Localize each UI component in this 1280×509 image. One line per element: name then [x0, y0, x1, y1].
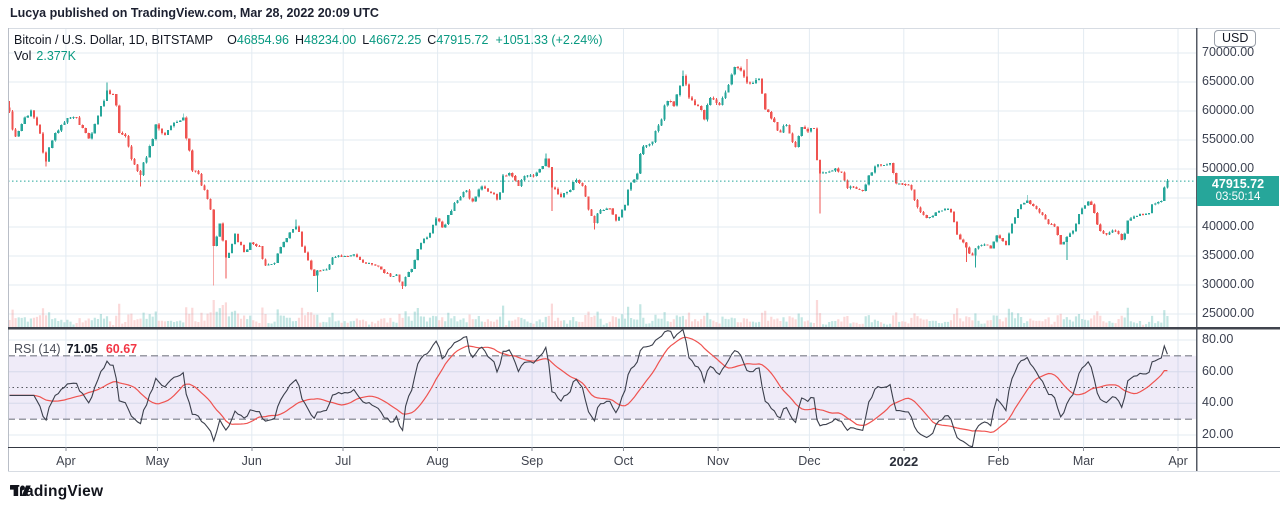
volume-series: [8, 300, 1169, 327]
candlestick-series: [8, 58, 1169, 292]
price-tick-label: 25000.00: [1202, 306, 1255, 320]
time-tick-label: Dec: [798, 454, 821, 468]
time-tick-label: Jul: [335, 454, 352, 468]
rsi-legend[interactable]: RSI (14) 71.05 60.67: [14, 342, 137, 356]
rsi-tick-label: 60.00: [1202, 363, 1234, 378]
tradingview-logo[interactable]: TradingView: [10, 483, 103, 501]
rsi-level-lines: [8, 355, 1196, 420]
tradingview-logo-text: TradingView: [10, 483, 104, 500]
rsi-tick-label: 40.00: [1202, 395, 1234, 410]
rsi-line: [9, 328, 1168, 448]
tradingview-logo-mark-icon: [10, 485, 31, 497]
rsi-value: 71.05: [66, 342, 98, 356]
time-tick-label: 2022: [889, 454, 919, 469]
time-axis[interactable]: Apr May Jun Jul Aug Sep Oct Nov Dec 2022 Feb Mar Apr: [8, 447, 1196, 472]
rsi-params: (14): [38, 342, 61, 356]
time-tick-label: Oct: [613, 454, 634, 468]
price-tick-label: 55000.00: [1202, 132, 1255, 146]
symbol-title: Bitcoin / U.S. Dollar, 1D, BITSTAMP: [14, 33, 214, 47]
time-tick-label: Jun: [241, 454, 262, 468]
time-tick-label: Sep: [520, 454, 544, 468]
volume-value: 2.377K: [36, 49, 77, 63]
ohlc-close-label: C: [427, 33, 437, 47]
time-tick-label: Apr: [1168, 454, 1188, 468]
price-tick-label: 30000.00: [1202, 277, 1255, 291]
price-tick-label: 60000.00: [1202, 103, 1255, 117]
rsi-tick-label: 20.00: [1202, 427, 1234, 441]
volume-legend[interactable]: Vol 2.377K: [14, 49, 76, 63]
price-tick-label: 50000.00: [1202, 161, 1255, 175]
rsi-series: [9, 328, 1168, 448]
ohlc-open-value: 46854.96: [236, 33, 290, 47]
ohlc-low-label: L: [362, 33, 370, 47]
rsi-tick-label: 80.00: [1202, 332, 1234, 346]
ohlc-high-label: H: [295, 33, 305, 47]
currency-button[interactable]: USD: [1214, 30, 1257, 47]
badge-countdown: 03:50:14: [1215, 191, 1261, 204]
symbol-legend[interactable]: Bitcoin / U.S. Dollar, 1D, BITSTAMP O4685…: [14, 33, 602, 47]
time-tick-label: Aug: [426, 454, 449, 468]
rsi-ma-line: [9, 336, 1168, 434]
price-tick-label: 40000.00: [1202, 219, 1255, 233]
rsi-title: RSI: [14, 342, 35, 356]
ohlc-open-label: O: [227, 33, 237, 47]
frame-lines: [8, 28, 1280, 472]
price-change: +1051.33 (+2.24%): [495, 33, 603, 47]
volume-label: Vol: [14, 49, 32, 63]
time-tick-label: Apr: [56, 454, 76, 468]
ohlc-low-value: 46672.25: [369, 33, 422, 47]
price-tick-label: 65000.00: [1202, 74, 1255, 88]
time-tick-label: Nov: [706, 454, 730, 468]
time-tick-label: Mar: [1072, 454, 1095, 468]
rsi-ma-value: 60.67: [105, 342, 138, 356]
time-tick-label: May: [145, 454, 170, 468]
ohlc-close-value: 47915.72: [436, 33, 489, 47]
price-tick-label: 70000.00: [1202, 45, 1255, 59]
price-tick-label: 35000.00: [1202, 248, 1255, 262]
price-axis[interactable]: USD 70000.00 65000.00 60000.00 55000.00 5000…: [1197, 28, 1280, 472]
current-price-badge: 47915.72 03:50:14: [1197, 176, 1279, 207]
time-tick-label: Feb: [987, 454, 1010, 468]
ohlc-high-value: 48234.00: [304, 33, 357, 47]
grid-lines: [8, 28, 1196, 447]
badge-price: 47915.72: [1211, 177, 1265, 192]
publish-note: Lucya published on TradingView.com, Mar …: [10, 6, 379, 20]
